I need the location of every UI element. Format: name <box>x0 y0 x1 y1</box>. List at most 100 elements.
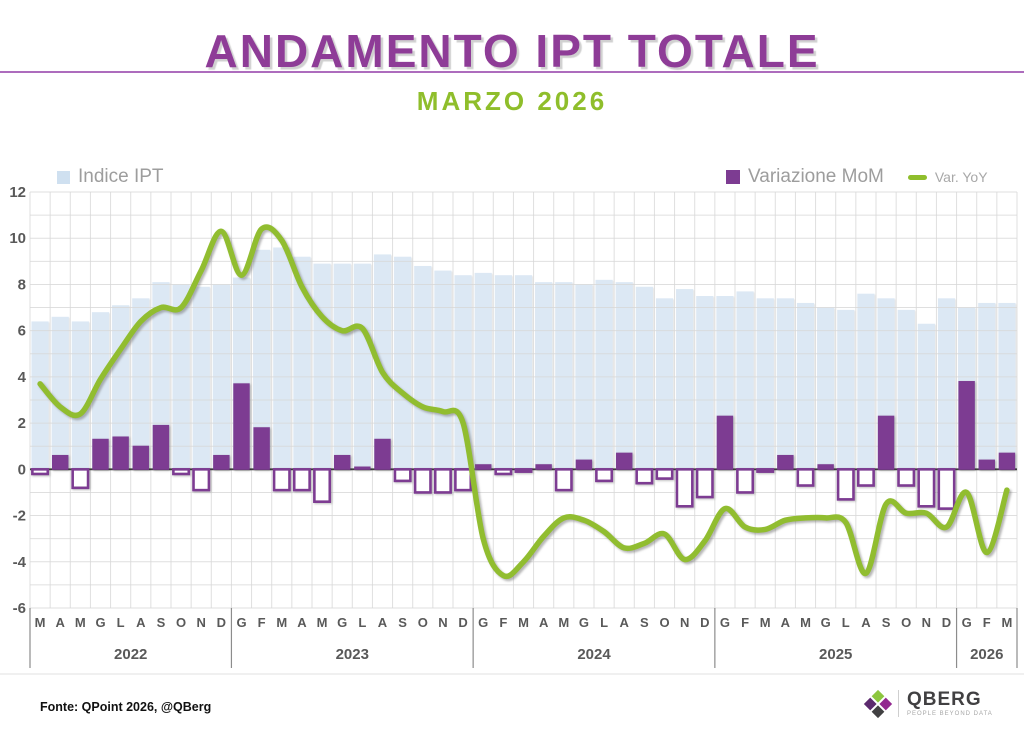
mom-bar <box>736 468 755 494</box>
mom-bar <box>777 454 794 470</box>
month-label: M <box>800 615 811 630</box>
mom-bar <box>675 468 694 508</box>
mom-bars <box>31 381 1016 510</box>
ipt-bar <box>535 282 553 470</box>
mom-bar <box>917 468 936 508</box>
month-label: F <box>258 615 266 630</box>
month-label: F <box>499 615 507 630</box>
month-label: M <box>1002 615 1013 630</box>
ipt-bar <box>756 298 774 470</box>
ipt-bar <box>333 263 351 470</box>
ipt-bar <box>494 275 512 470</box>
mom-bar <box>272 468 291 492</box>
ipt-bar <box>615 282 633 470</box>
yoy-legend-label: Var. YoY <box>934 169 988 185</box>
qberg-logo-name: QBERG <box>907 689 982 710</box>
month-label: O <box>176 615 186 630</box>
ipt-bar <box>998 302 1016 470</box>
ipt-bar <box>978 302 996 470</box>
mom-bar <box>595 468 614 483</box>
mom-bar <box>92 438 109 470</box>
ipt-bar <box>51 316 69 470</box>
gridlines <box>29 191 1018 609</box>
month-label: G <box>337 615 347 630</box>
ipt-bar <box>917 323 935 470</box>
month-label: G <box>478 615 488 630</box>
month-label: N <box>922 615 931 630</box>
month-label: G <box>236 615 246 630</box>
tick-label: 10 <box>9 230 26 247</box>
mom-bar <box>937 468 956 510</box>
month-label: N <box>438 615 447 630</box>
month-label: L <box>358 615 366 630</box>
ipt-bar <box>454 275 472 470</box>
year-label: 2024 <box>577 646 611 663</box>
mom-bar <box>31 468 50 476</box>
mom-bar <box>71 468 90 490</box>
mom-bar <box>132 445 149 470</box>
source-note: Fonte: QPoint 2026, @QBerg <box>40 700 212 714</box>
month-label: O <box>418 615 428 630</box>
ipt-bar <box>192 286 210 470</box>
mom-bar <box>978 459 995 470</box>
month-label: F <box>983 615 991 630</box>
mom-bar <box>374 438 391 470</box>
month-label: S <box>398 615 407 630</box>
month-label: M <box>35 615 46 630</box>
ipt-bar <box>595 279 613 470</box>
ipt-bar <box>474 272 492 470</box>
mom-bar <box>494 468 513 476</box>
mom-bar <box>172 468 191 476</box>
mom-bar <box>454 468 473 492</box>
mom-bar <box>575 459 593 470</box>
mom-bar <box>413 468 432 494</box>
mom-bar <box>695 468 714 499</box>
ipt-bar <box>31 321 49 470</box>
tick-label: 12 <box>9 184 26 201</box>
ipt-bar <box>514 275 533 470</box>
mom-bar <box>616 452 633 470</box>
mom-bar <box>52 454 69 470</box>
tick-label: -6 <box>13 600 26 617</box>
month-label: A <box>297 615 307 630</box>
month-label: M <box>317 615 328 630</box>
mom-bar <box>635 468 654 485</box>
month-label: D <box>942 615 951 630</box>
ipt-bar <box>676 289 694 470</box>
mom-bar <box>112 436 129 470</box>
qberg-logo-text: QBERG PEOPLE BEYOND DATA <box>898 690 993 717</box>
month-label: D <box>458 615 467 630</box>
ipt-bar <box>313 263 331 470</box>
tick-label: 4 <box>18 369 27 386</box>
mom-bar <box>554 468 573 492</box>
mom-bar <box>796 468 815 487</box>
ipt-bar <box>353 263 371 470</box>
ipt-bar <box>373 254 392 470</box>
ipt-bar <box>857 293 875 470</box>
mom-bar <box>313 468 332 503</box>
month-label: S <box>157 615 166 630</box>
year-label: 2025 <box>819 646 852 663</box>
mom-bar <box>514 468 533 473</box>
month-label: L <box>117 615 125 630</box>
month-label: N <box>197 615 206 630</box>
mom-bar <box>475 464 492 470</box>
mom-bar <box>655 468 674 480</box>
month-label: G <box>95 615 105 630</box>
mom-bar <box>354 466 371 470</box>
mom-bar <box>213 454 230 470</box>
mom-bar <box>877 415 895 470</box>
y-axis-labels: 12 10 8 6 4 2 0 -2 -4 -6 <box>9 184 26 617</box>
ipt-bar <box>736 291 754 470</box>
month-label: A <box>781 615 791 630</box>
ipt-bar <box>635 286 653 470</box>
tick-label: 8 <box>18 276 26 293</box>
qberg-logo-tagline: PEOPLE BEYOND DATA <box>907 711 993 717</box>
mom-legend-label: Variazione MoM <box>748 166 884 187</box>
mom-bar <box>716 415 734 470</box>
month-label: O <box>659 615 669 630</box>
month-label: M <box>518 615 529 630</box>
mom-bar <box>334 454 351 470</box>
